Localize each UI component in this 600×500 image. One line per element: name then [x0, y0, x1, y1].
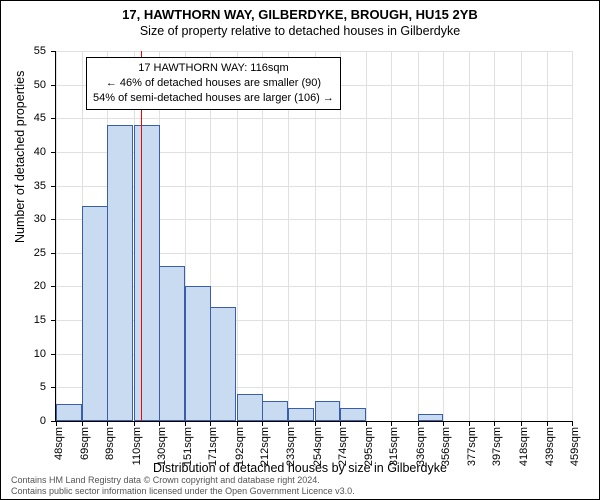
histogram-bar: [56, 404, 82, 421]
y-axis-label: Number of detached properties: [13, 71, 27, 243]
annotation-box: 17 HAWTHORN WAY: 116sqm ← 46% of detache…: [86, 57, 341, 110]
footer-line2: Contains public sector information licen…: [11, 486, 355, 497]
y-tick-label: 20: [34, 280, 56, 292]
x-tick-label: 89sqm: [104, 427, 116, 460]
footer-line1: Contains HM Land Registry data © Crown c…: [11, 475, 355, 486]
histogram-bar: [134, 125, 160, 421]
annotation-line1: 17 HAWTHORN WAY: 116sqm: [93, 61, 334, 76]
histogram-bar: [107, 125, 133, 421]
y-tick-label: 5: [40, 381, 56, 393]
plot-area: 17 HAWTHORN WAY: 116sqm ← 46% of detache…: [56, 51, 572, 421]
footer-text: Contains HM Land Registry data © Crown c…: [11, 475, 355, 497]
annotation-line2: ← 46% of detached houses are smaller (90…: [93, 76, 334, 91]
histogram-bar: [418, 414, 444, 421]
histogram-bar: [185, 286, 211, 421]
histogram-bar: [159, 266, 185, 421]
y-tick-label: 15: [34, 314, 56, 326]
y-tick-label: 55: [34, 45, 56, 57]
y-tick-label: 45: [34, 112, 56, 124]
x-tick-label: 69sqm: [79, 427, 91, 460]
histogram-bar: [288, 408, 314, 421]
chart-frame: 17, HAWTHORN WAY, GILBERDYKE, BROUGH, HU…: [0, 0, 600, 500]
histogram-bar: [210, 307, 236, 421]
y-tick-label: 35: [34, 180, 56, 192]
x-tick-label: 110sqm: [131, 427, 143, 465]
y-tick-label: 40: [34, 146, 56, 158]
histogram-bar: [340, 408, 366, 421]
x-axis-label: Distribution of detached houses by size …: [1, 461, 599, 475]
y-tick-label: 0: [40, 415, 56, 427]
y-tick-label: 30: [34, 213, 56, 225]
histogram-bar: [315, 401, 341, 421]
chart-title: 17, HAWTHORN WAY, GILBERDYKE, BROUGH, HU…: [1, 7, 599, 22]
y-tick-label: 50: [34, 79, 56, 91]
x-tick-label: 48sqm: [53, 427, 65, 460]
histogram-bar: [262, 401, 288, 421]
y-tick-label: 10: [34, 348, 56, 360]
histogram-bar: [82, 206, 108, 421]
annotation-line3: 54% of semi-detached houses are larger (…: [93, 91, 334, 106]
histogram-bar: [237, 394, 263, 421]
y-axis-line: [55, 51, 56, 421]
y-tick-label: 25: [34, 247, 56, 259]
chart-subtitle: Size of property relative to detached ho…: [1, 24, 599, 38]
